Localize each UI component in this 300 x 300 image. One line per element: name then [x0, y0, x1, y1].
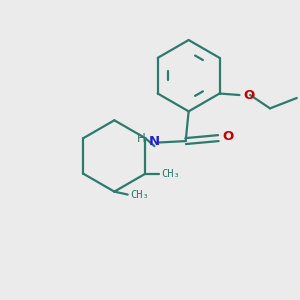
Text: N: N [149, 135, 160, 148]
Text: O: O [243, 88, 255, 101]
Text: CH₃: CH₃ [131, 190, 149, 200]
Text: CH₃: CH₃ [162, 169, 180, 179]
Text: H: H [137, 132, 146, 145]
Text: O: O [222, 130, 233, 143]
